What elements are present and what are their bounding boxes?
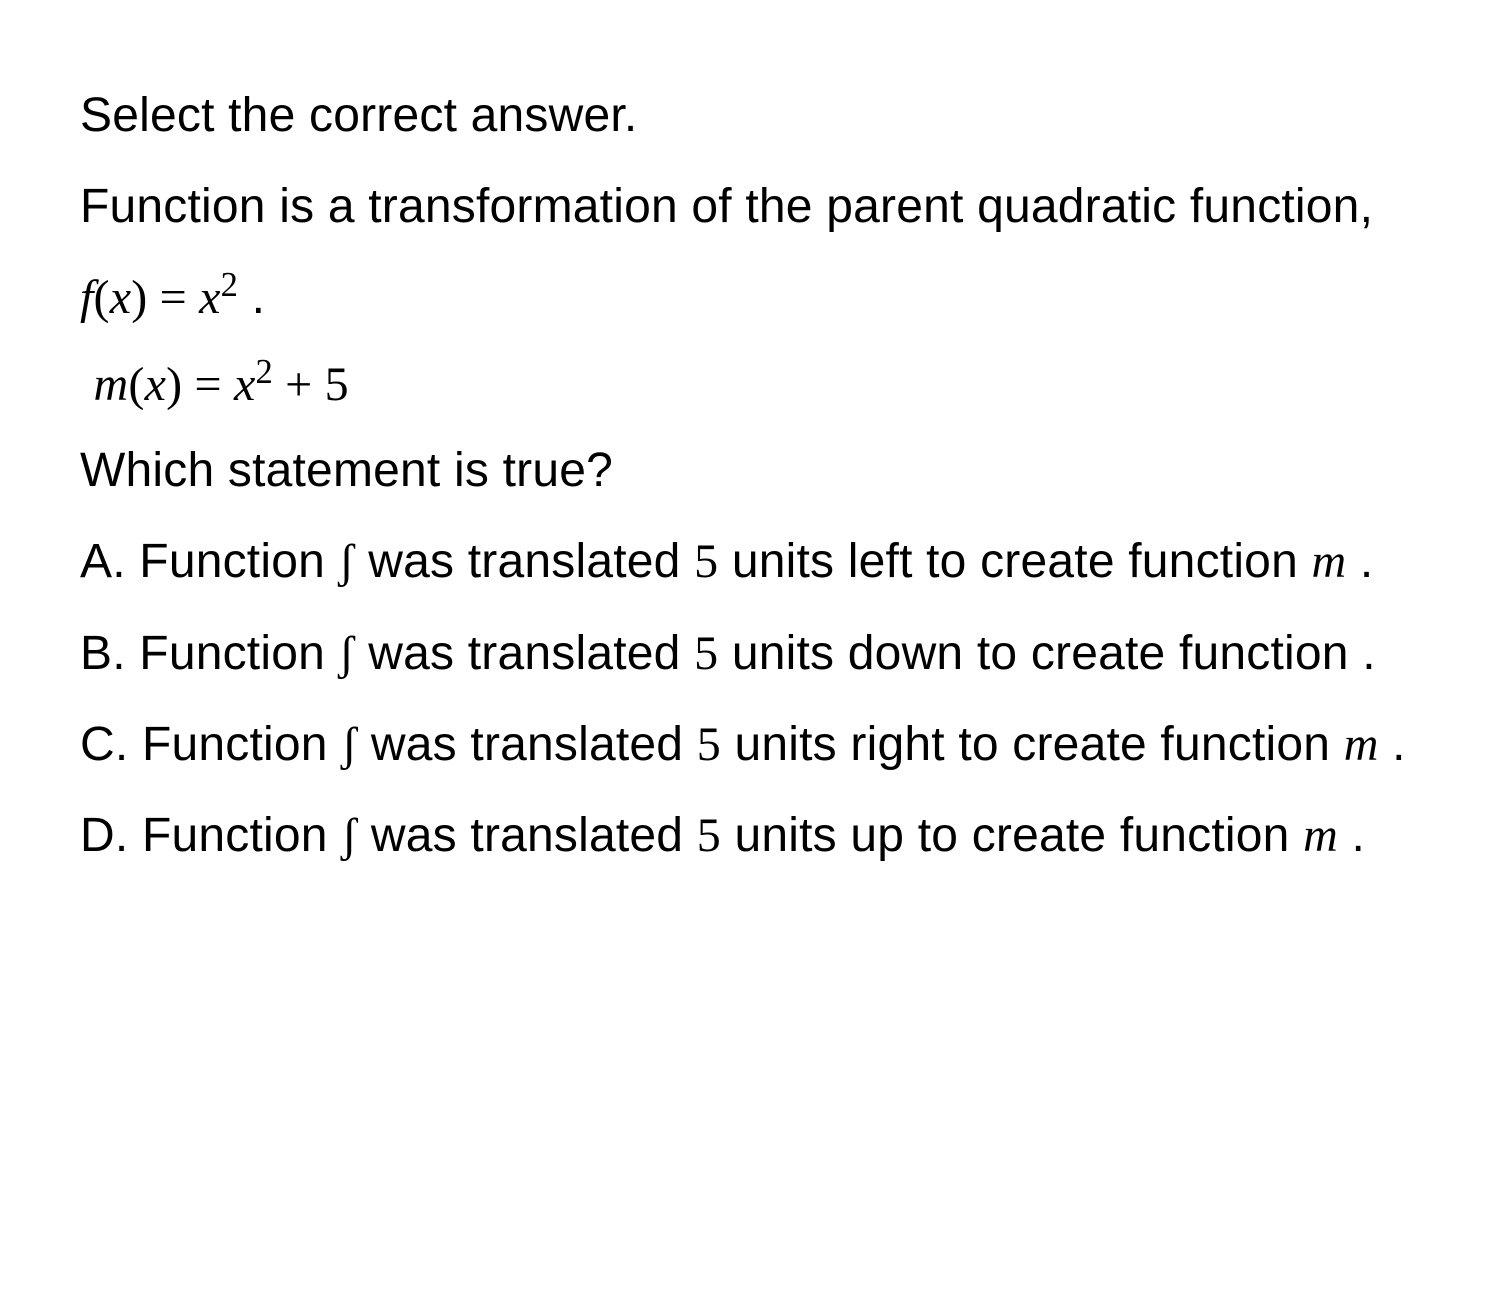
var-x-rhs-m: x [234,358,256,411]
option-b-pre: Function [139,627,338,680]
option-a-mvar: m [1312,535,1347,588]
given-function-line: m(x) = x2 + 5 [80,350,1420,420]
exp-2: 2 [221,266,238,304]
plus-5: + 5 [273,358,349,411]
fn-f: f [80,271,94,324]
option-d[interactable]: D. Function ʃ was translated 5 units up … [80,790,1420,881]
option-d-post2: . [1338,809,1365,862]
option-a-post1: units left to create function [718,535,1311,588]
stem-line: Function is a transformation of the pare… [80,161,1420,343]
option-a-pre: Function [139,535,338,588]
option-d-mvar: m [1303,809,1338,862]
stem-prefix: Function is a transformation of the pare… [80,180,1373,233]
option-a-mid: was translated [355,535,694,588]
var-x-lhs-m: x [145,358,167,411]
integral-icon: ʃ [341,718,357,771]
option-b[interactable]: B. Function ʃ was translated 5 units dow… [80,608,1420,699]
option-d-pre: Function [142,809,341,862]
var-x-rhs: x [199,271,221,324]
exp-2-m: 2 [256,353,273,391]
option-b-label: B. [80,627,139,680]
option-d-post1: units up to create function [721,809,1303,862]
option-c[interactable]: C. Function ʃ was translated 5 units rig… [80,699,1420,790]
option-c-mid: was translated [357,718,696,771]
option-b-num: 5 [694,627,718,680]
option-c-label: C. [80,718,142,771]
option-c-post2: . [1379,718,1406,771]
question-container: Select the correct answer. Function is a… [0,0,1500,881]
paren-open-m: ( [128,358,144,411]
option-b-post1: units down to create function . [718,627,1375,680]
instruction-text: Select the correct answer. [80,70,1420,161]
integral-icon: ʃ [339,535,355,588]
stem-suffix: . [238,271,265,324]
option-c-post1: units right to create function [721,718,1344,771]
option-c-mvar: m [1344,718,1379,771]
option-c-num: 5 [697,718,721,771]
integral-icon: ʃ [341,809,357,862]
option-b-mid: was translated [355,627,694,680]
option-a-num: 5 [694,535,718,588]
option-a-label: A. [80,535,139,588]
option-d-label: D. [80,809,142,862]
option-a[interactable]: A. Function ʃ was translated 5 units lef… [80,516,1420,607]
parent-function-expr: f(x) = x2 [80,271,238,324]
option-d-mid: was translated [357,809,696,862]
option-a-post2: . [1346,535,1373,588]
paren-open: ( [94,271,110,324]
option-c-pre: Function [142,718,341,771]
paren-close-eq-m: ) = [166,358,234,411]
fn-m: m [94,358,129,411]
prompt-text: Which statement is true? [80,425,1420,516]
paren-close-eq: ) = [131,271,199,324]
integral-icon: ʃ [339,627,355,680]
var-x-lhs: x [110,271,132,324]
option-d-num: 5 [697,809,721,862]
given-function-expr: m(x) = x2 + 5 [80,358,349,411]
